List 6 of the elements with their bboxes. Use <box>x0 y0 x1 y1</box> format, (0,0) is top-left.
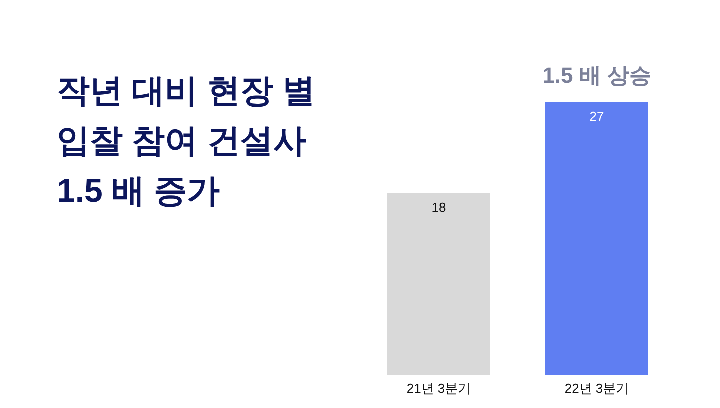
x-tick-label: 21년 3분기 <box>406 381 472 396</box>
x-tick-label: 22년 3분기 <box>564 381 630 396</box>
title: 작년 대비 현장 별 입찰 참여 건설사 1.5 배 증가 <box>57 72 316 209</box>
data-label: 18 <box>432 200 446 215</box>
data-label: 27 <box>590 109 604 124</box>
annotation: 1.5 배 상승 <box>542 63 652 88</box>
